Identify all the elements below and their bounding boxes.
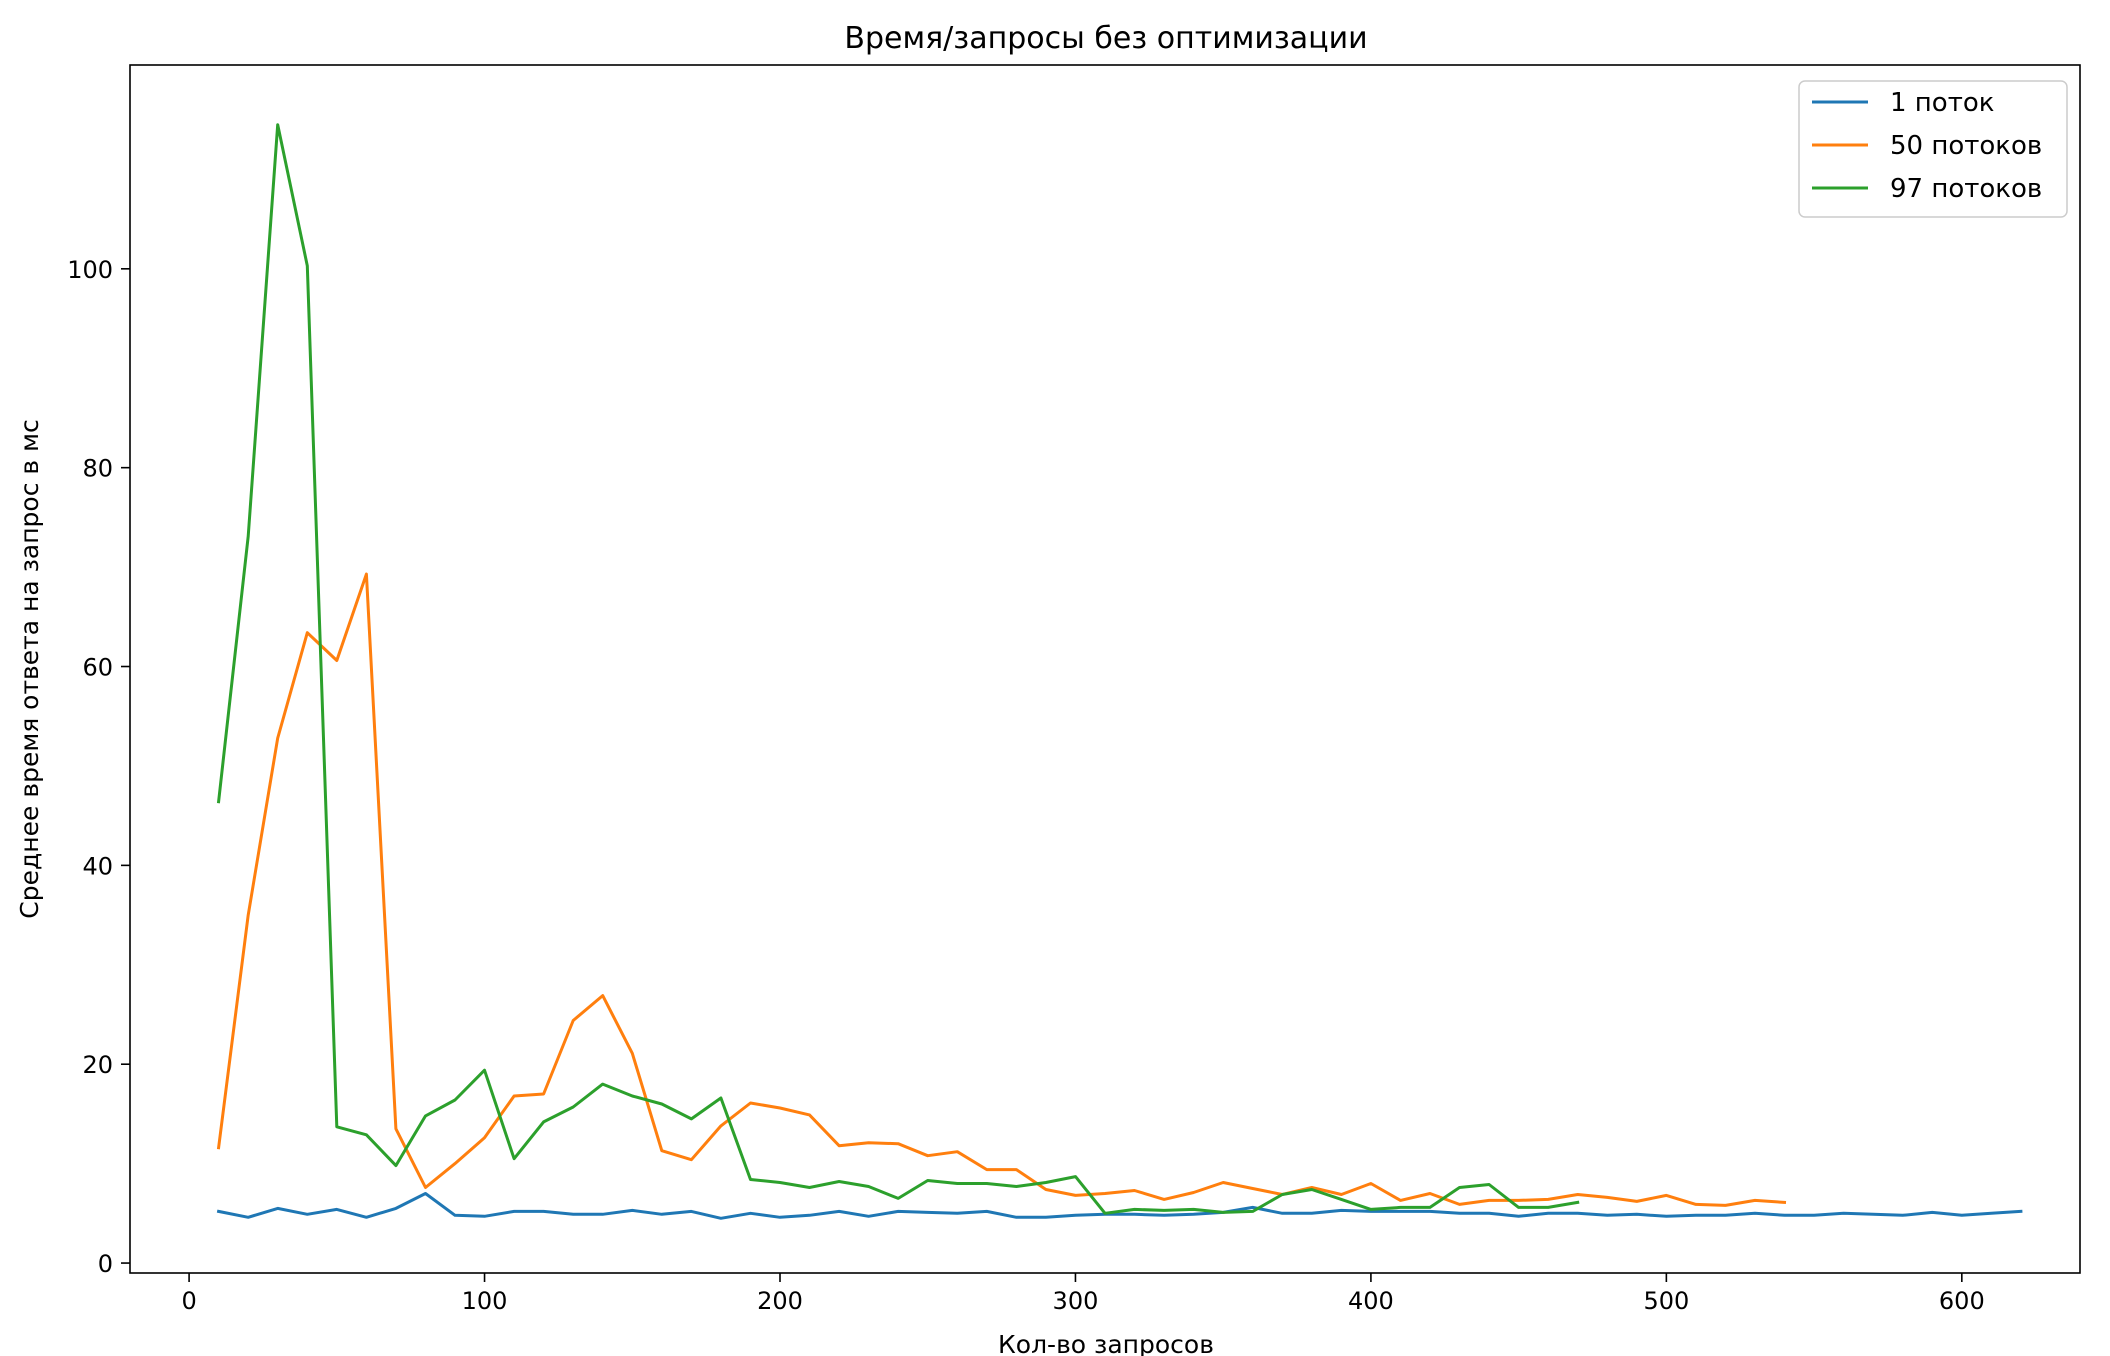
x-tick-label: 500	[1643, 1287, 1689, 1315]
x-tick-label: 200	[757, 1287, 803, 1315]
legend-label-1: 1 поток	[1890, 88, 1994, 118]
x-tick-label: 400	[1348, 1287, 1394, 1315]
x-tick-label: 300	[1053, 1287, 1099, 1315]
y-tick-label: 20	[82, 1051, 113, 1079]
y-tick-label: 40	[82, 852, 113, 880]
legend: 1 поток 50 потоков 97 потоков	[1798, 80, 2068, 218]
series-line-3	[216, 123, 1580, 1215]
series-line-1	[216, 1192, 2023, 1220]
x-axis: 0 100 200 300 400 500 600	[181, 1273, 1985, 1315]
x-tick-label: 0	[181, 1287, 196, 1315]
legend-box	[1798, 80, 2068, 218]
x-axis-label: Кол-во запросов	[998, 1330, 1214, 1356]
x-tick-label: 100	[462, 1287, 508, 1315]
y-tick-label: 0	[98, 1250, 113, 1278]
y-tick-label: 60	[82, 654, 113, 682]
x-tick-label: 600	[1939, 1287, 1985, 1315]
y-axis: 0 20 40 60 80 100	[67, 256, 130, 1278]
y-axis-label: Среднее время ответа на запрос в мс	[15, 419, 44, 918]
chart-title: Время/запросы без оптимизации	[844, 21, 1367, 56]
series-line-2	[216, 572, 1787, 1207]
y-tick-label: 80	[82, 455, 113, 483]
plot-frame	[129, 64, 2081, 1274]
y-tick-label: 100	[67, 256, 113, 284]
legend-label-2: 50 потоков	[1890, 131, 2042, 161]
legend-label-3: 97 потоков	[1890, 174, 2042, 204]
series-layer	[216, 123, 2023, 1220]
